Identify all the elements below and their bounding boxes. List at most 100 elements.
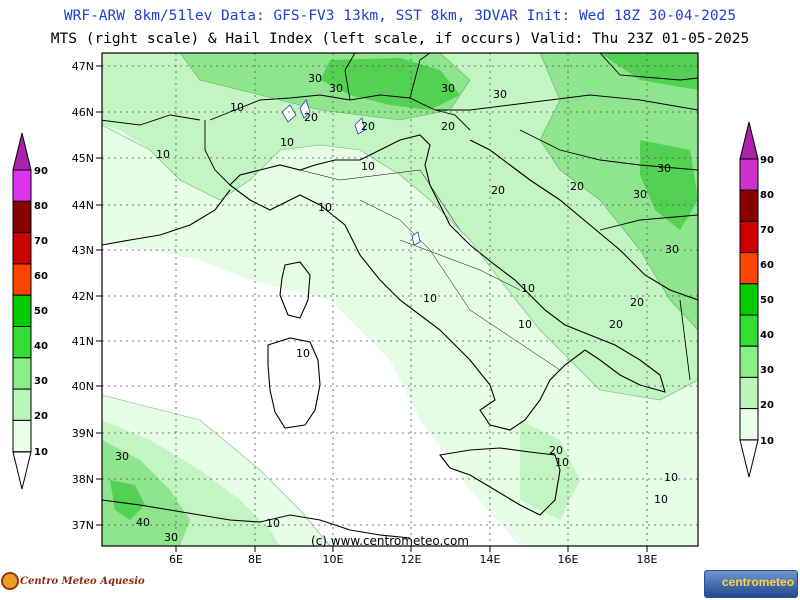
colorbar-label: 20	[34, 411, 48, 422]
hail-index-colorbar: 90 80 70 60 50 40 30 20 10	[12, 132, 48, 490]
lon-label: 18E	[637, 553, 658, 566]
colorbar-cell	[739, 189, 759, 222]
colorbar-cell	[12, 326, 32, 359]
lat-label: 47N	[72, 60, 94, 73]
colorbar-cell	[12, 357, 32, 390]
colorbar-label: 90	[34, 166, 48, 177]
colorbar-label: 20	[760, 400, 774, 411]
contour-label: 30	[493, 88, 507, 101]
left-logo: Centro Meteo Aquesio	[20, 576, 145, 587]
lat-label: 40N	[72, 380, 94, 393]
header-line-2: MTS (right scale) & Hail Index (left sca…	[50, 31, 750, 47]
lat-label: 44N	[72, 199, 94, 212]
contour-label: 30	[665, 243, 679, 256]
colorbar-cell	[739, 283, 759, 316]
colorbar-cell	[739, 376, 759, 410]
colorbar-bottom-arrow	[739, 439, 759, 478]
colorbar-label: 40	[760, 330, 774, 341]
region-lines	[299, 169, 561, 371]
right-logo-part2: meteo	[758, 575, 795, 589]
copyright-text: (c) www.centrometeo.com	[311, 534, 469, 548]
right-logo	[704, 570, 798, 598]
contour-label: 30	[308, 72, 322, 85]
contour-label: 30	[657, 162, 671, 175]
contour-label: 30	[115, 450, 129, 463]
contour-label: 10	[654, 493, 668, 506]
colorbar-label: 40	[34, 341, 48, 352]
colorbar-cell	[739, 314, 759, 347]
graticule	[102, 53, 698, 546]
contour-label: 30	[164, 531, 178, 544]
contour-label: 10	[521, 282, 535, 295]
colorbar-label: 70	[760, 225, 774, 236]
lat-label: 38N	[72, 473, 94, 486]
contour-label: 10	[266, 517, 280, 530]
contour-label: 30	[441, 82, 455, 95]
colorbar-cell	[12, 294, 32, 328]
lon-label: 12E	[401, 553, 422, 566]
map-frame	[101, 52, 699, 547]
lon-label: 6E	[169, 553, 183, 566]
colorbar-label: 50	[760, 295, 774, 306]
lon-label: 10E	[323, 553, 344, 566]
contour-label: 10	[280, 136, 294, 149]
contour-label: 10	[296, 347, 310, 360]
lat-ticks	[96, 65, 102, 526]
colorbar-cell	[12, 388, 32, 421]
colorbar-bottom-arrow	[12, 451, 32, 490]
colorbar-top-arrow	[739, 121, 759, 160]
lat-label: 39N	[72, 427, 94, 440]
colorbar-label: 10	[760, 436, 774, 447]
contour-label: 10	[361, 160, 375, 173]
contour-label: 30	[633, 188, 647, 201]
colorbar-cell	[739, 252, 759, 285]
colorbar-label: 60	[34, 271, 48, 282]
colorbar-top-arrow	[12, 132, 32, 171]
contour-label: 10	[518, 318, 532, 331]
colorbar-cell	[739, 158, 759, 191]
contour-label: 20	[304, 111, 318, 124]
mts-colorbar: 90 80 70 60 50 40 30 20 10	[739, 121, 774, 478]
coastlines	[102, 134, 698, 539]
lat-label: 37N	[72, 519, 94, 532]
colorbar-cell	[12, 419, 32, 453]
colorbar-label: 80	[760, 190, 774, 201]
lat-label: 41N	[72, 335, 94, 348]
colorbar-label: 10	[34, 447, 48, 458]
colorbar-cell	[12, 263, 32, 296]
lon-label: 14E	[480, 553, 501, 566]
lon-label: 16E	[558, 553, 579, 566]
contour-label: 20	[361, 120, 375, 133]
left-logo-emblem	[1, 572, 19, 590]
colorbar-label: 90	[760, 155, 774, 166]
contour-label: 10	[423, 292, 437, 305]
colorbar-cell	[739, 408, 759, 441]
lon-label: 8E	[248, 553, 262, 566]
contour-label: 40	[136, 516, 150, 529]
right-logo-part1: centro	[722, 575, 759, 589]
contour-label: 10	[156, 148, 170, 161]
colorbar-cell	[739, 345, 759, 378]
contour-label: 30	[329, 82, 343, 95]
colorbar-cell	[12, 169, 32, 202]
lon-ticks	[175, 546, 648, 552]
colorbar-label: 80	[34, 201, 48, 212]
colorbar-label: 60	[760, 260, 774, 271]
right-logo-text: centrometeo	[722, 575, 794, 589]
contour-label: 20	[609, 318, 623, 331]
contour-label: 10	[555, 456, 569, 469]
lat-label: 42N	[72, 290, 94, 303]
colorbar-label: 50	[34, 306, 48, 317]
contour-labels: 30 30 30 30 10 20 10 10 20 20 10 20 30 1…	[115, 72, 679, 544]
contour-label: 20	[570, 180, 584, 193]
colorbar-cell	[12, 200, 32, 234]
colorbar-cell	[12, 232, 32, 265]
lat-label: 43N	[72, 244, 94, 257]
contour-label: 20	[630, 296, 644, 309]
contour-label: 20	[491, 184, 505, 197]
lakes	[281, 99, 421, 246]
contour-label: 10	[318, 201, 332, 214]
lat-label: 45N	[72, 152, 94, 165]
lat-label: 46N	[72, 106, 94, 119]
